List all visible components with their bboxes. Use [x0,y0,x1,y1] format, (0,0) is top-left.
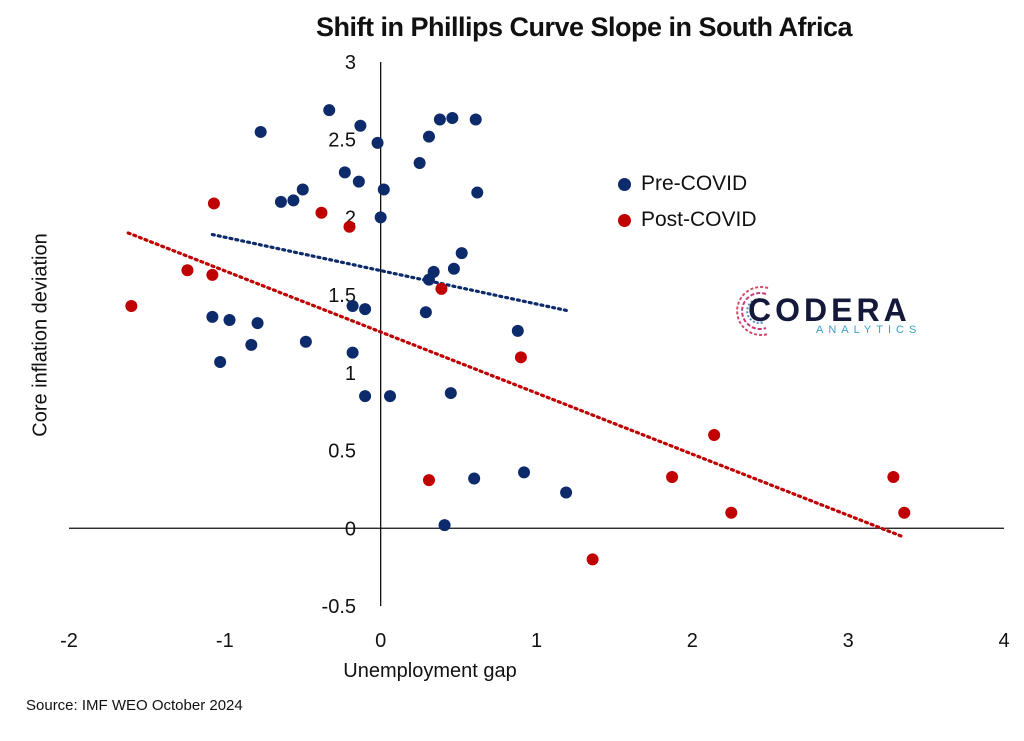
point-post-covid [725,506,738,519]
point-pre-covid [346,346,359,359]
y-tick-label: 0 [345,518,356,540]
point-pre-covid [371,136,384,149]
legend-label-post-covid: Post-COVID [641,208,757,231]
trendline-post-covid [126,231,903,538]
point-post-covid [708,429,721,442]
y-axis-label: Core inflation deviation [29,233,52,437]
legend-marker-pre-covid [618,177,631,191]
codera-logo: CODERA ANALYTICS [728,278,918,344]
point-pre-covid [377,183,390,196]
point-pre-covid [560,486,573,499]
point-post-covid [586,553,599,566]
legend-item-pre-covid: Pre-COVID [618,166,757,202]
point-pre-covid [287,194,300,207]
x-tick-label: 0 [375,630,386,652]
point-pre-covid [511,324,524,337]
logo-wordmark: CODERA [748,292,911,328]
point-pre-covid [254,125,267,138]
legend-item-post-covid: Post-COVID [618,202,757,238]
point-pre-covid [422,273,435,286]
point-post-covid [514,351,527,364]
point-pre-covid [518,466,531,479]
y-tick-label: 2.5 [328,130,356,152]
point-pre-covid [413,157,426,170]
point-pre-covid [433,113,446,126]
x-tick-label: 3 [843,630,854,652]
logo-subtitle: ANALYTICS [816,324,922,336]
point-pre-covid [296,183,309,196]
legend-label-pre-covid: Pre-COVID [641,172,748,195]
point-pre-covid [354,119,367,132]
point-post-covid [207,197,220,210]
legend-marker-post-covid [618,213,631,227]
y-tick-label: -0.5 [322,596,356,618]
point-pre-covid [206,310,219,323]
point-pre-covid [274,195,287,208]
point-pre-covid [359,303,372,316]
legend: Pre-COVID Post-COVID [618,166,757,238]
point-post-covid [206,268,219,281]
point-post-covid [435,282,448,295]
x-tick-label: 1 [531,630,542,652]
point-pre-covid [444,387,457,400]
chart-title: Shift in Phillips Curve Slope in South A… [315,12,853,42]
point-pre-covid [299,335,312,348]
point-pre-covid [446,111,459,124]
x-tick-label: -2 [60,630,78,652]
point-pre-covid [422,130,435,143]
x-tick-label: -1 [216,630,234,652]
y-tick-label: 1 [345,363,356,385]
point-pre-covid [447,262,460,275]
y-tick-label: 3 [345,52,356,74]
point-pre-covid [471,186,484,199]
point-post-covid [887,470,900,483]
point-pre-covid [468,472,481,485]
point-pre-covid [214,355,227,368]
point-pre-covid [251,317,264,330]
x-axis-label: Unemployment gap [343,660,517,682]
logo-swirl-icon [736,286,769,336]
x-tick-label: 4 [998,630,1009,652]
point-pre-covid [323,104,336,117]
point-pre-covid [346,300,359,313]
point-post-covid [666,470,679,483]
point-pre-covid [359,390,372,403]
y-tick-label: 0.5 [328,441,356,463]
point-post-covid [422,474,435,487]
point-pre-covid [419,306,432,319]
point-post-covid [315,206,328,219]
point-pre-covid [223,314,236,327]
point-pre-covid [374,211,387,224]
source-note: Source: IMF WEO October 2024 [26,697,243,714]
point-pre-covid [245,338,258,351]
point-post-covid [181,264,194,277]
point-post-covid [125,300,138,313]
x-tick-label: 2 [687,630,698,652]
point-pre-covid [352,175,365,188]
point-post-covid [343,220,356,233]
y-tick-label: 2 [345,207,356,229]
trendline-pre-covid [210,232,570,313]
point-pre-covid [384,390,397,403]
point-pre-covid [469,113,482,126]
point-pre-covid [455,247,468,260]
point-pre-covid [438,519,451,532]
point-post-covid [898,506,911,519]
point-pre-covid [338,166,351,179]
